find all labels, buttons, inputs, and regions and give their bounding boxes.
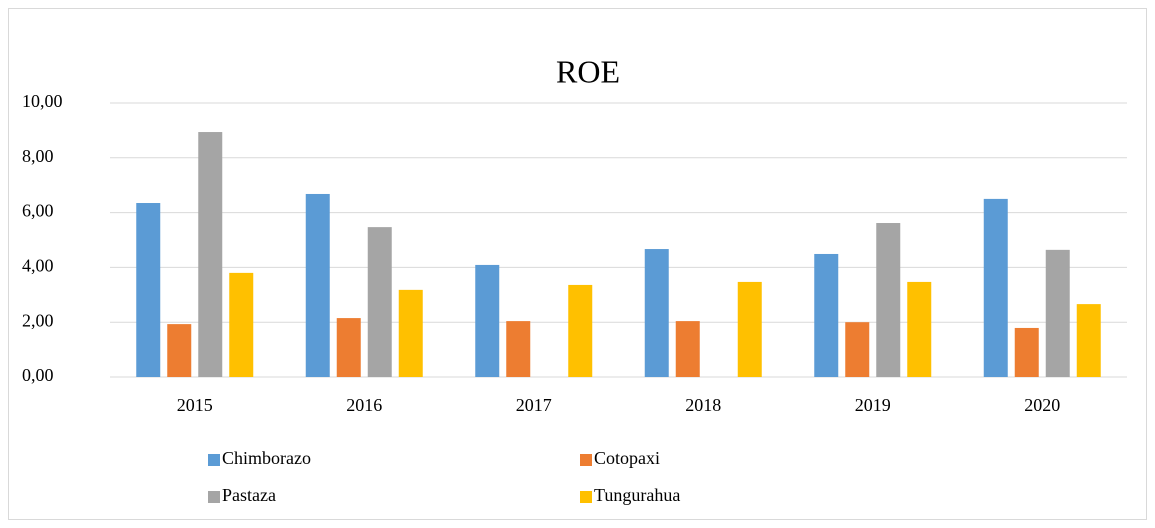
- bar: [1014, 327, 1039, 377]
- bar: [876, 223, 901, 377]
- y-tick-label: 0,00: [22, 365, 54, 385]
- legend-label: Cotopaxi: [594, 448, 660, 468]
- bar: [737, 281, 762, 377]
- bar: [506, 321, 531, 377]
- bar: [475, 264, 500, 377]
- bar: [367, 227, 392, 377]
- x-tick-label: 2020: [1024, 395, 1060, 415]
- bar: [1045, 249, 1070, 377]
- x-tick-label: 2016: [346, 395, 382, 415]
- bar: [845, 322, 870, 377]
- x-tick-label: 2017: [516, 395, 552, 415]
- y-tick-label: 2,00: [22, 310, 54, 330]
- legend-swatch: [580, 454, 592, 466]
- x-tick-label: 2019: [855, 395, 891, 415]
- legend-swatch: [208, 454, 220, 466]
- y-tick-label: 4,00: [22, 256, 54, 276]
- bar: [983, 198, 1008, 377]
- legend-swatch: [208, 491, 220, 503]
- bar: [305, 193, 330, 377]
- bar: [229, 272, 254, 377]
- legend-label: Pastaza: [222, 485, 276, 505]
- bar: [644, 249, 669, 377]
- x-tick-label: 2018: [685, 395, 721, 415]
- bar: [167, 324, 192, 377]
- bar: [814, 253, 839, 377]
- legend-label: Tungurahua: [594, 485, 680, 505]
- y-tick-label: 8,00: [22, 146, 54, 166]
- y-tick-label: 6,00: [22, 201, 54, 221]
- chart-border: [8, 8, 1147, 520]
- bar: [568, 284, 593, 377]
- bar: [336, 318, 361, 377]
- y-tick-label: 10,00: [22, 91, 63, 111]
- legend-swatch: [580, 491, 592, 503]
- chart-title: ROE: [556, 53, 620, 89]
- bar: [1076, 304, 1101, 377]
- bar: [675, 321, 700, 377]
- legend-label: Chimborazo: [222, 448, 311, 468]
- bar: [136, 203, 161, 377]
- bar: [398, 289, 423, 377]
- bar: [198, 132, 223, 377]
- bar: [907, 281, 932, 377]
- x-tick-label: 2015: [177, 395, 213, 415]
